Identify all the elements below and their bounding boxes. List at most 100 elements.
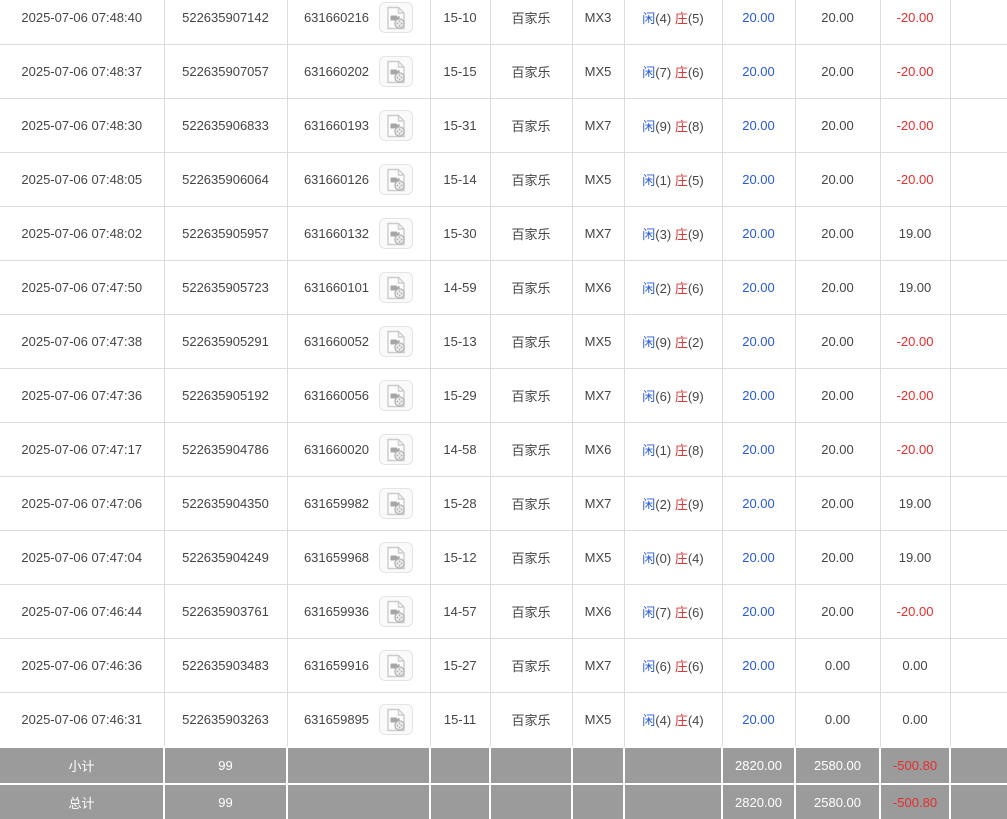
bet-amount-cell: 20.00 [721, 530, 796, 585]
bet-amount-link[interactable]: 20.00 [742, 118, 775, 133]
bet-amount-link[interactable]: 20.00 [742, 658, 775, 673]
video-button[interactable] [379, 326, 414, 357]
subtotal-row: 小计 99 2820.00 2580.00 -500.80 [0, 746, 1007, 785]
empty-cell [286, 783, 431, 819]
table-round-cell: 15-29 [429, 368, 491, 423]
empty-cell [949, 783, 1007, 819]
game-type-cell: 百家乐 [489, 530, 573, 585]
table-name-cell: MX7 [571, 638, 625, 693]
round-id-cell: 631659982 [286, 476, 431, 531]
table-name-cell: MX7 [571, 476, 625, 531]
bet-amount-link[interactable]: 20.00 [742, 226, 775, 241]
video-button[interactable] [379, 488, 414, 519]
banker-label: 庄 [674, 713, 688, 728]
result-cell: 闲(1) 庄(8) [623, 422, 723, 477]
table-row: 2025-07-06 07:46:36 522635903483 6316599… [0, 638, 1007, 693]
bet-id-cell: 522635904249 [163, 530, 288, 585]
result-cell: 闲(9) 庄(2) [623, 314, 723, 369]
empty-cell [489, 746, 573, 785]
table-row: 2025-07-06 07:47:50 522635905723 6316601… [0, 260, 1007, 315]
bet-amount-link[interactable]: 20.00 [742, 496, 775, 511]
total-row: 总计 99 2820.00 2580.00 -500.80 [0, 783, 1007, 819]
video-button[interactable] [379, 434, 414, 465]
banker-score: (6) [687, 65, 704, 80]
banker-score: (5) [687, 173, 704, 188]
empty-cell [949, 746, 1007, 785]
video-button[interactable] [379, 596, 414, 627]
bet-amount-cell: 20.00 [721, 638, 796, 693]
bet-amount-cell: 20.00 [721, 44, 796, 99]
bet-id-cell: 522635903483 [163, 638, 288, 693]
banker-label: 庄 [674, 227, 688, 242]
video-button[interactable] [379, 110, 414, 141]
result-cell: 闲(0) 庄(4) [623, 530, 723, 585]
video-button[interactable] [379, 2, 414, 33]
table-name-cell: MX5 [571, 152, 625, 207]
bet-amount-link[interactable]: 20.00 [742, 604, 775, 619]
bet-amount-link[interactable]: 20.00 [742, 550, 775, 565]
winloss-cell: -20.00 [879, 584, 951, 639]
banker-score: (8) [687, 443, 704, 458]
banker-label: 庄 [674, 173, 688, 188]
valid-amount-cell: 20.00 [794, 0, 881, 45]
player-score: (1) [655, 173, 672, 188]
video-button[interactable] [379, 56, 414, 87]
bet-amount-link[interactable]: 20.00 [742, 172, 775, 187]
round-id-text: 631660101 [303, 280, 370, 295]
video-file-icon [385, 546, 407, 570]
winloss-cell: 19.00 [879, 530, 951, 585]
bet-id-cell: 522635905291 [163, 314, 288, 369]
bet-amount-link[interactable]: 20.00 [742, 712, 775, 727]
bet-id-cell: 522635903263 [163, 692, 288, 748]
bet-time-cell: 2025-07-06 07:46:31 [0, 692, 165, 748]
video-button[interactable] [379, 218, 414, 249]
video-button[interactable] [379, 542, 414, 573]
bet-amount-link[interactable]: 20.00 [742, 10, 775, 25]
total-valid-amount: 2580.00 [794, 783, 881, 819]
valid-amount-cell: 20.00 [794, 98, 881, 153]
video-button[interactable] [379, 380, 414, 411]
table-name-cell: MX7 [571, 206, 625, 261]
game-type-cell: 百家乐 [489, 0, 573, 45]
winloss-cell: 19.00 [879, 260, 951, 315]
player-label: 闲 [642, 713, 656, 728]
round-id-cell: 631660101 [286, 260, 431, 315]
video-button[interactable] [379, 272, 414, 303]
video-button[interactable] [379, 704, 414, 735]
banker-label: 庄 [674, 605, 688, 620]
empty-cell [949, 584, 1007, 639]
video-button[interactable] [379, 164, 414, 195]
bet-id-cell: 522635906833 [163, 98, 288, 153]
banker-label: 庄 [674, 119, 688, 134]
bet-amount-link[interactable]: 20.00 [742, 280, 775, 295]
video-button[interactable] [379, 650, 414, 681]
empty-cell [949, 0, 1007, 45]
bet-amount-link[interactable]: 20.00 [742, 388, 775, 403]
round-id-cell: 631659936 [286, 584, 431, 639]
banker-score: (9) [687, 389, 704, 404]
total-label: 总计 [0, 783, 165, 819]
banker-label: 庄 [674, 443, 688, 458]
video-file-icon [385, 222, 407, 246]
bet-amount-link[interactable]: 20.00 [742, 64, 775, 79]
empty-cell [623, 746, 723, 785]
banker-label: 庄 [674, 659, 688, 674]
player-label: 闲 [642, 65, 656, 80]
game-type-cell: 百家乐 [489, 206, 573, 261]
banker-score: (4) [687, 713, 704, 728]
player-score: (2) [655, 281, 672, 296]
winloss-cell: -20.00 [879, 368, 951, 423]
banker-score: (8) [687, 119, 704, 134]
empty-cell [429, 746, 491, 785]
bet-time-cell: 2025-07-06 07:48:02 [0, 206, 165, 261]
video-file-icon [385, 60, 407, 84]
result-cell: 闲(7) 庄(6) [623, 44, 723, 99]
game-type-cell: 百家乐 [489, 152, 573, 207]
bet-amount-cell: 20.00 [721, 368, 796, 423]
bet-amount-link[interactable]: 20.00 [742, 334, 775, 349]
empty-cell [949, 152, 1007, 207]
bet-amount-link[interactable]: 20.00 [742, 442, 775, 457]
table-round-cell: 15-12 [429, 530, 491, 585]
video-file-icon [385, 276, 407, 300]
table-round-cell: 15-11 [429, 692, 491, 748]
